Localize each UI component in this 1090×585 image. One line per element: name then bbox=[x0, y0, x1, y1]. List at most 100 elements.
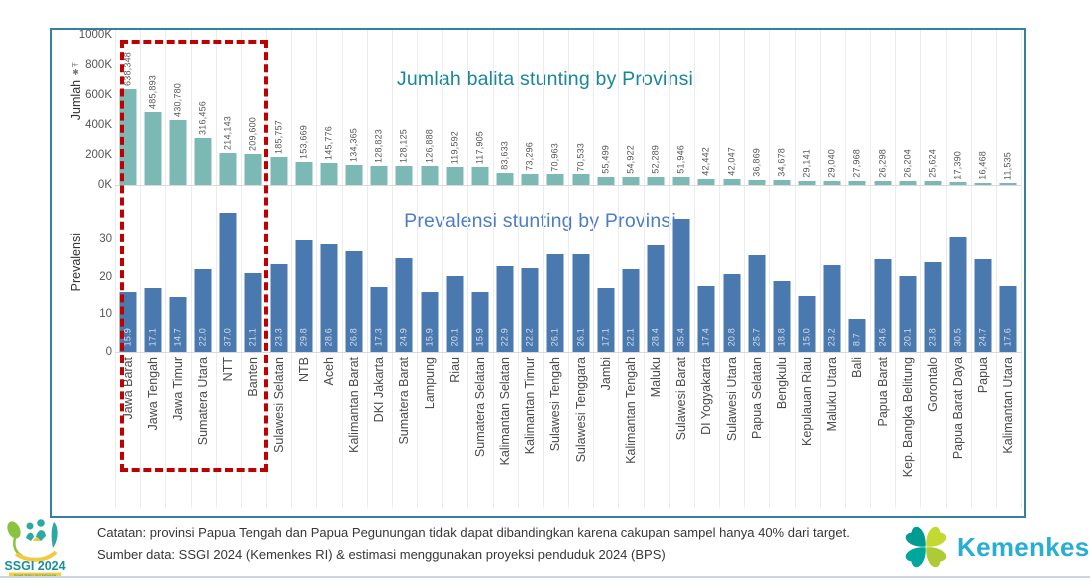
province-label: Kalimantan Barat bbox=[346, 357, 361, 453]
jumlah-value-label: 145,776 bbox=[323, 126, 334, 161]
prevalensi-bar bbox=[748, 255, 766, 352]
prevalensi-bar bbox=[144, 287, 162, 352]
jumlah-bar bbox=[345, 164, 363, 185]
jumlah-value-label: 119,592 bbox=[449, 130, 460, 165]
province-label: Bengkulu bbox=[774, 357, 789, 410]
jumlah-value-label: 34,678 bbox=[776, 148, 787, 177]
prevalensi-value-label: 20.1 bbox=[902, 327, 913, 346]
jumlah-bar bbox=[370, 165, 388, 185]
jumlah-value-label: 126,888 bbox=[424, 129, 435, 163]
prevalensi-value-label: 15.0 bbox=[801, 327, 812, 346]
province-column: 214,143 37.0 NTT bbox=[216, 30, 241, 508]
gridline bbox=[995, 30, 997, 508]
jumlah-value-label: 83,633 bbox=[499, 140, 510, 170]
jumlah-bar bbox=[823, 180, 841, 185]
jumlah-bar bbox=[194, 137, 212, 185]
jumlah-bar bbox=[697, 178, 715, 185]
prevalensi-bar bbox=[999, 285, 1017, 352]
province-label: Sulawesi Selatan bbox=[271, 357, 286, 453]
jumlah-bar bbox=[219, 152, 237, 185]
jumlah-value-label: 128,125 bbox=[398, 128, 409, 163]
prevalensi-bar bbox=[320, 244, 338, 352]
prevalensi-axis-tick: 0 bbox=[105, 346, 112, 359]
gridline bbox=[391, 30, 393, 508]
province-column: 128,823 17.3 DKI Jakarta bbox=[367, 30, 392, 508]
bottom-divider bbox=[0, 576, 1090, 578]
prevalensi-bar bbox=[421, 292, 439, 352]
province-column: 26,298 24.6 Papua Barat bbox=[870, 30, 895, 508]
prevalensi-axis-baseline bbox=[115, 352, 1021, 353]
jumlah-bar bbox=[597, 176, 615, 185]
province-label: Lampung bbox=[422, 357, 437, 410]
gridline bbox=[442, 30, 444, 508]
gridline bbox=[140, 30, 142, 508]
jumlah-value-label: 17,390 bbox=[952, 150, 963, 180]
jumlah-value-label: 42,047 bbox=[726, 146, 737, 176]
jumlah-axis-tick: 1000K bbox=[78, 29, 112, 41]
jumlah-value-label: 51,946 bbox=[675, 145, 686, 175]
gridline bbox=[517, 30, 519, 508]
prevalensi-value-label: 22.1 bbox=[625, 327, 636, 346]
jumlah-value-label: 27,968 bbox=[851, 149, 862, 178]
prevalensi-axis-tick: 20 bbox=[99, 270, 112, 283]
province-label: Maluku Utara bbox=[824, 357, 839, 432]
jumlah-value-label: 25,624 bbox=[927, 149, 938, 179]
prevalensi-value-label: 24.9 bbox=[398, 327, 409, 346]
prevalensi-value-label: 8.7 bbox=[851, 332, 862, 346]
jumlah-value-label: 153,669 bbox=[298, 124, 309, 159]
province-column: 54,922 22.1 Kalimantan Tengah bbox=[618, 30, 643, 508]
prevalensi-value-label: 25.7 bbox=[751, 327, 762, 346]
jumlah-bar bbox=[748, 179, 766, 185]
province-column: 134,365 26.8 Kalimantan Barat bbox=[342, 30, 367, 508]
jumlah-axis-title-text: Jumlah bbox=[69, 79, 83, 121]
province-column: 70,963 26.1 Sulawesi Tengah bbox=[543, 30, 568, 508]
prevalensi-bar bbox=[219, 212, 237, 352]
province-column: 36,869 25.7 Papua Selatan bbox=[744, 30, 769, 508]
prevalensi-bar bbox=[169, 296, 187, 352]
province-column: 83,633 22.9 Kalimantan Selatan bbox=[493, 30, 518, 508]
province-label: Sulawesi Barat bbox=[673, 357, 688, 441]
jumlah-bar bbox=[572, 174, 590, 185]
prevalensi-bar bbox=[647, 244, 665, 352]
province-label: Jambi bbox=[598, 357, 613, 391]
province-column: 42,442 17.4 DI Yogyakarta bbox=[694, 30, 719, 508]
province-label: Sulawesi Tengah bbox=[548, 357, 563, 452]
prevalensi-value-label: 17.1 bbox=[600, 327, 611, 346]
province-label: DI Yogyakarta bbox=[699, 357, 714, 435]
kemenkes-clover-icon bbox=[905, 526, 947, 568]
jumlah-bar bbox=[723, 178, 741, 185]
gridline bbox=[417, 30, 418, 508]
jumlah-bar bbox=[974, 182, 992, 185]
gridline bbox=[794, 30, 796, 508]
prevalensi-bar bbox=[874, 259, 892, 352]
jumlah-value-label: 70,963 bbox=[549, 142, 560, 172]
gridline bbox=[190, 30, 192, 508]
gridline bbox=[291, 30, 293, 508]
province-column: 52,289 28.4 Maluku bbox=[644, 30, 669, 508]
ssgi-logo-subtitle: Survei Status Gizi Indonesia bbox=[14, 574, 57, 578]
jumlah-axis-tick: 200K bbox=[85, 149, 112, 161]
prevalensi-value-label: 23.3 bbox=[273, 327, 284, 346]
province-label: Kep. Bangka Belitung bbox=[900, 357, 915, 478]
province-label: Kalimantan Selatan bbox=[497, 357, 512, 466]
prevalensi-bar bbox=[597, 287, 615, 352]
province-column: 55,499 17.1 Jambi bbox=[593, 30, 618, 508]
jumlah-value-label: 73,296 bbox=[524, 142, 535, 171]
jumlah-bar bbox=[899, 181, 917, 185]
jumlah-bar bbox=[521, 174, 539, 185]
prevalensi-bar bbox=[496, 265, 514, 352]
prevalensi-bar bbox=[194, 269, 212, 352]
jumlah-value-label: 55,499 bbox=[600, 144, 611, 174]
province-label: Aceh bbox=[321, 357, 336, 386]
province-label: Sulawesi Tenggara bbox=[573, 357, 588, 463]
prevalensi-value-label: 15.9 bbox=[424, 327, 435, 346]
prevalensi-bar bbox=[949, 237, 967, 352]
gridline bbox=[618, 30, 620, 508]
plot-columns: 638,348 15.9 Jawa Barat 485,893 17.1 Jawa Ten… bbox=[115, 30, 1022, 508]
province-column: 17,390 30.5 Papua Barat Daya bbox=[946, 30, 971, 508]
prevalensi-bar bbox=[899, 276, 917, 352]
kemenkes-logo: Kemenkes bbox=[903, 524, 1089, 570]
gridline bbox=[719, 30, 720, 508]
province-label: Riau bbox=[447, 357, 462, 383]
gridline bbox=[366, 30, 368, 508]
